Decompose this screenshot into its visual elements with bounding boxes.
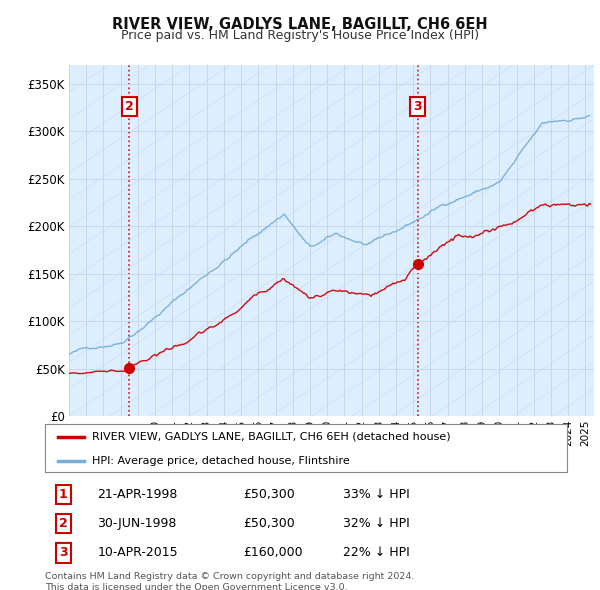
Text: Contains HM Land Registry data © Crown copyright and database right 2024.
This d: Contains HM Land Registry data © Crown c…: [45, 572, 415, 590]
Text: £50,300: £50,300: [244, 488, 295, 501]
Text: 32% ↓ HPI: 32% ↓ HPI: [343, 517, 409, 530]
Text: 21-APR-1998: 21-APR-1998: [97, 488, 178, 501]
Text: 3: 3: [413, 100, 422, 113]
Text: 3: 3: [59, 546, 68, 559]
Text: RIVER VIEW, GADLYS LANE, BAGILLT, CH6 6EH (detached house): RIVER VIEW, GADLYS LANE, BAGILLT, CH6 6E…: [92, 432, 451, 442]
Text: £160,000: £160,000: [244, 546, 303, 559]
Text: Price paid vs. HM Land Registry's House Price Index (HPI): Price paid vs. HM Land Registry's House …: [121, 30, 479, 42]
Text: 30-JUN-1998: 30-JUN-1998: [97, 517, 176, 530]
Text: HPI: Average price, detached house, Flintshire: HPI: Average price, detached house, Flin…: [92, 456, 350, 466]
Text: 33% ↓ HPI: 33% ↓ HPI: [343, 488, 409, 501]
Text: 22% ↓ HPI: 22% ↓ HPI: [343, 546, 409, 559]
Text: £50,300: £50,300: [244, 517, 295, 530]
Text: 1: 1: [59, 488, 68, 501]
Text: RIVER VIEW, GADLYS LANE, BAGILLT, CH6 6EH: RIVER VIEW, GADLYS LANE, BAGILLT, CH6 6E…: [112, 17, 488, 31]
Text: 2: 2: [125, 100, 134, 113]
Text: 10-APR-2015: 10-APR-2015: [97, 546, 178, 559]
Text: 2: 2: [59, 517, 68, 530]
